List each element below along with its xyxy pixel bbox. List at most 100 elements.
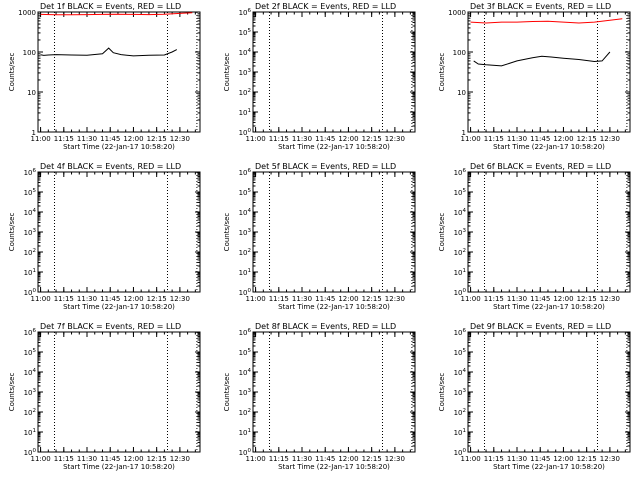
series-lld-line: [40, 12, 193, 16]
y-tick-label: 106: [239, 8, 252, 17]
chart-title: Det 6f BLACK = Events, RED = LLD: [470, 162, 611, 171]
y-tick-label: 102: [239, 248, 251, 257]
y-tick-label: 104: [454, 368, 467, 377]
x-tick-label: 12:15: [362, 295, 382, 303]
x-tick-label: 12:00: [553, 135, 573, 143]
x-axis-label: Start Time (22-Jan-17 10:58:20): [63, 463, 175, 471]
x-axis-label: Start Time (22-Jan-17 10:58:20): [278, 303, 390, 311]
chart-panel-4: Det 4f BLACK = Events, RED = LLD 100 101 10…: [8, 162, 201, 311]
x-axis-label: Start Time (22-Jan-17 10:58:20): [493, 143, 605, 151]
chart-title: Det 7f BLACK = Events, RED = LLD: [40, 322, 181, 331]
x-tick-label: 11:30: [292, 455, 312, 463]
y-tick-label: 103: [239, 228, 252, 237]
y-tick-label: 102: [454, 248, 466, 257]
x-tick-label: 11:00: [30, 135, 50, 143]
y-axis-label: Counts/sec: [438, 213, 446, 252]
y-tick-label: 105: [24, 348, 37, 357]
chart-panel-7: Det 7f BLACK = Events, RED = LLD 100 101 10…: [8, 322, 201, 471]
x-tick-label: 11:00: [460, 295, 480, 303]
x-tick-label: 12:00: [338, 135, 358, 143]
chart-panel-2: Det 2f BLACK = Events, RED = LLD 100 101 10…: [223, 2, 416, 151]
chart-title: Det 8f BLACK = Events, RED = LLD: [255, 322, 396, 331]
x-tick-label: 11:30: [292, 135, 312, 143]
y-tick-label: 103: [239, 68, 252, 77]
y-tick-label: 105: [239, 188, 252, 197]
y-tick-label: 10: [27, 89, 36, 97]
chart-panel-6: Det 6f BLACK = Events, RED = LLD 100 101 10…: [438, 162, 631, 311]
x-tick-label: 11:00: [245, 455, 265, 463]
chart-title: Det 2f BLACK = Events, RED = LLD: [255, 2, 396, 11]
x-tick-label: 12:30: [600, 295, 620, 303]
x-tick-label: 11:45: [100, 135, 120, 143]
y-axis-label: Counts/sec: [223, 213, 231, 252]
chart-panel-1: Det 1f BLACK = Events, RED = LLD 1 10 100 10…: [8, 2, 201, 151]
x-tick-label: 11:00: [245, 295, 265, 303]
x-axis-label: Start Time (22-Jan-17 10:58:20): [278, 463, 390, 471]
x-tick-label: 11:15: [269, 455, 289, 463]
y-tick-label: 101: [454, 268, 466, 277]
plot-frame: [37, 11, 201, 133]
y-tick-label: 106: [239, 168, 252, 177]
chart-title: Det 1f BLACK = Events, RED = LLD: [40, 2, 181, 11]
y-tick-label: 104: [239, 48, 252, 57]
y-tick-label: 1: [32, 129, 36, 137]
x-tick-label: 12:15: [147, 135, 167, 143]
plot-frame: [252, 331, 416, 453]
x-tick-label: 11:45: [100, 455, 120, 463]
x-tick-label: 12:30: [170, 455, 190, 463]
y-tick-label: 104: [239, 208, 252, 217]
y-tick-label: 1: [462, 129, 466, 137]
y-axis-label: Counts/sec: [438, 53, 446, 92]
x-tick-label: 12:00: [338, 295, 358, 303]
plot-frame: [252, 11, 416, 133]
x-tick-label: 11:15: [484, 135, 504, 143]
y-tick-label: 100: [24, 288, 37, 297]
x-tick-label: 11:45: [315, 455, 335, 463]
x-tick-label: 11:30: [77, 135, 97, 143]
chart-panel-9: Det 9f BLACK = Events, RED = LLD 100 101 10…: [438, 322, 631, 471]
x-axis-label: Start Time (22-Jan-17 10:58:20): [63, 303, 175, 311]
y-axis-label: Counts/sec: [8, 373, 16, 412]
x-tick-label: 11:30: [292, 295, 312, 303]
y-tick-label: 101: [239, 428, 251, 437]
x-tick-label: 11:45: [315, 135, 335, 143]
x-tick-label: 12:00: [123, 455, 143, 463]
y-tick-label: 100: [453, 49, 466, 57]
y-axis-label: Counts/sec: [223, 373, 231, 412]
x-tick-label: 11:45: [530, 295, 550, 303]
x-tick-label: 11:15: [54, 455, 74, 463]
y-tick-label: 102: [454, 408, 466, 417]
x-tick-label: 11:00: [30, 295, 50, 303]
chart-panel-3: Det 3f BLACK = Events, RED = LLD 1 10 100 10…: [438, 2, 631, 151]
x-tick-label: 12:15: [362, 135, 382, 143]
y-tick-label: 100: [24, 448, 37, 457]
chart-title: Det 3f BLACK = Events, RED = LLD: [470, 2, 611, 11]
plot-frame: [467, 11, 631, 133]
x-tick-label: 12:30: [170, 295, 190, 303]
x-tick-label: 11:30: [77, 295, 97, 303]
x-tick-label: 11:00: [30, 455, 50, 463]
x-axis-label: Start Time (22-Jan-17 10:58:20): [63, 143, 175, 151]
series-events-line: [473, 51, 611, 67]
y-tick-label: 104: [24, 208, 37, 217]
series-lld-line: [470, 18, 623, 24]
x-axis-label: Start Time (22-Jan-17 10:58:20): [278, 143, 390, 151]
chart-title: Det 9f BLACK = Events, RED = LLD: [470, 322, 611, 331]
y-axis-label: Counts/sec: [8, 213, 16, 252]
x-tick-label: 12:00: [338, 455, 358, 463]
x-tick-label: 11:45: [315, 295, 335, 303]
x-tick-label: 12:30: [170, 135, 190, 143]
y-tick-label: 100: [239, 288, 252, 297]
x-tick-label: 11:15: [269, 295, 289, 303]
y-tick-label: 105: [24, 188, 37, 197]
y-tick-label: 10: [457, 89, 466, 97]
x-tick-label: 12:30: [385, 135, 405, 143]
y-axis-label: Counts/sec: [438, 373, 446, 412]
plot-frame: [37, 171, 201, 293]
x-tick-label: 12:30: [600, 455, 620, 463]
y-tick-label: 103: [24, 228, 37, 237]
y-tick-label: 103: [239, 388, 252, 397]
x-tick-label: 11:30: [507, 295, 527, 303]
plot-frame: [252, 171, 416, 293]
